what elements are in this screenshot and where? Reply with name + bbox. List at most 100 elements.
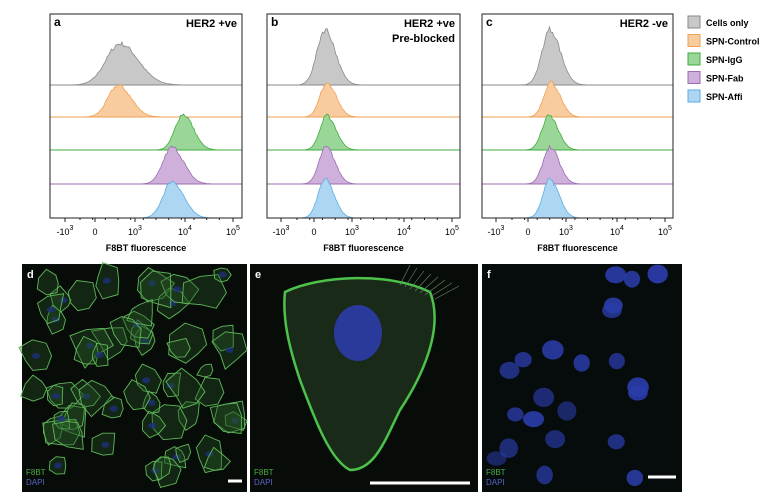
cell-outline — [78, 379, 115, 418]
cell-outline — [20, 374, 48, 402]
channel-label: F8BT — [486, 468, 506, 477]
cell-outline — [36, 268, 59, 296]
legend-label: SPN-Control — [706, 37, 760, 47]
tick-base: 10 — [345, 227, 355, 237]
tick-base: 10 — [658, 227, 668, 237]
x-tick-label: 104 — [178, 225, 192, 237]
plot-area — [481, 13, 674, 219]
legend-label: SPN-Fab — [706, 74, 744, 84]
cell-outline — [196, 363, 214, 378]
nucleus — [32, 352, 41, 359]
tick-base: 0 — [92, 227, 97, 237]
nucleus — [82, 393, 91, 400]
cell-outline — [42, 419, 81, 446]
cell-outline — [166, 337, 191, 358]
nucleus — [95, 351, 104, 358]
legend-label: Cells only — [706, 18, 749, 28]
tick-base: 10 — [397, 227, 407, 237]
filopodia — [429, 282, 453, 298]
nucleus — [608, 352, 625, 370]
x-tick-label: -103 — [273, 225, 290, 237]
tick-base: 10 — [559, 227, 569, 237]
cell-outline — [51, 420, 84, 450]
legend-swatch — [687, 89, 701, 103]
nucleus — [623, 270, 641, 288]
nucleus — [166, 382, 175, 389]
nucleus — [54, 462, 63, 469]
nucleus — [522, 411, 545, 428]
cell-outline — [70, 378, 101, 408]
filopodia — [399, 264, 411, 286]
x-tick-label: 0 — [311, 227, 316, 237]
filopodia — [414, 273, 432, 292]
panel-label: a — [54, 15, 61, 29]
tick-exponent: 3 — [70, 225, 74, 232]
nucleus — [514, 351, 532, 368]
tick-base: 0 — [525, 227, 530, 237]
nucleus — [52, 393, 61, 400]
x-axis-label: F8BT fluorescence — [537, 243, 618, 253]
filopodia — [409, 270, 425, 290]
x-tick-label: 0 — [525, 227, 530, 237]
tick-exponent: 4 — [407, 225, 411, 232]
nucleus — [507, 407, 524, 422]
channel-label: F8BT — [26, 468, 46, 477]
cell-outline — [194, 376, 225, 407]
nucleus — [148, 422, 157, 429]
tick-base: 10 — [610, 227, 620, 237]
nucleus — [647, 264, 668, 284]
legend-swatch — [687, 52, 701, 66]
cell-outline — [152, 456, 172, 481]
tick-base: -10 — [57, 227, 70, 237]
nucleus — [628, 385, 648, 401]
x-axis-label: F8BT fluorescence — [323, 243, 404, 253]
nucleus — [626, 469, 644, 486]
nucleus — [557, 401, 577, 421]
nucleus — [542, 340, 564, 360]
tick-exponent: 3 — [569, 225, 573, 232]
panel-label: b — [271, 15, 278, 29]
tick-base: 10 — [226, 227, 236, 237]
nucleus — [147, 399, 156, 406]
filopodia — [419, 276, 439, 294]
nucleus — [533, 387, 555, 407]
x-tick-label: 105 — [445, 225, 459, 237]
image-label: f — [487, 269, 491, 281]
tick-exponent: 4 — [188, 225, 192, 232]
nucleus — [142, 377, 151, 384]
x-tick-label: -103 — [57, 225, 74, 237]
legend-swatch — [687, 71, 701, 84]
channel-label: DAPI — [486, 478, 505, 487]
nucleus — [173, 286, 182, 293]
nucleus — [536, 465, 553, 485]
tick-exponent: 5 — [236, 225, 240, 232]
image-label: e — [255, 269, 261, 281]
tick-base: -10 — [273, 227, 286, 237]
tick-exponent: 4 — [620, 225, 624, 232]
x-tick-label: 103 — [128, 225, 142, 237]
nucleus — [545, 430, 566, 449]
cell-outline — [67, 280, 97, 312]
legend-label: SPN-Affi — [706, 92, 743, 102]
legend: Cells only SPN-Control SPN-IgG SPN-Fab SPN-A… — [687, 15, 760, 103]
nucleus — [141, 338, 150, 345]
plot-frame — [49, 13, 243, 219]
x-tick-label: 105 — [658, 225, 672, 237]
x-axis-label: F8BT fluorescence — [106, 243, 187, 253]
nucleus — [607, 434, 625, 450]
nucleus — [147, 280, 156, 287]
tick-base: -10 — [488, 227, 501, 237]
filopodia — [434, 285, 460, 300]
nucleus — [231, 417, 240, 424]
nucleus — [334, 305, 382, 361]
cell-outline — [209, 402, 242, 435]
x-tick-label: 105 — [226, 225, 240, 237]
nucleus — [573, 354, 590, 372]
cell-outline — [90, 327, 128, 361]
nucleus — [486, 451, 507, 466]
cell-outline — [203, 446, 231, 471]
